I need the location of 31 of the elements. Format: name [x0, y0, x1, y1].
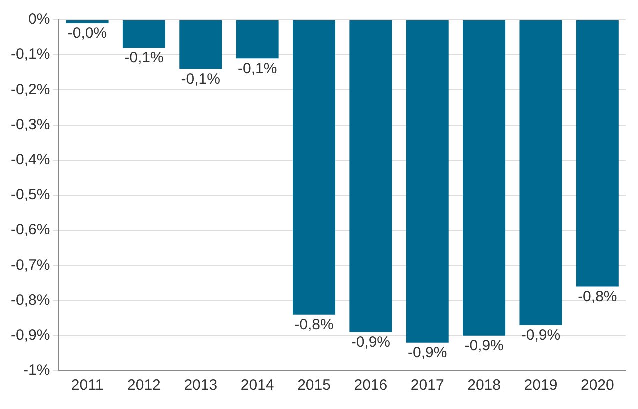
data-label: -0,8% — [578, 288, 618, 306]
x-tick-label: 2013 — [184, 377, 218, 394]
data-label: -0,1% — [124, 50, 164, 67]
y-tick-label: -0,9% — [10, 327, 50, 344]
x-tick-label: 2016 — [354, 377, 388, 394]
y-tick-label: -0,1% — [10, 46, 50, 64]
data-label: -0,1% — [181, 70, 220, 88]
x-tick-label: 2014 — [240, 377, 274, 394]
data-label: -0,1% — [238, 60, 278, 78]
y-tick-label: -0,3% — [10, 116, 50, 134]
data-label: -0,9% — [408, 344, 448, 362]
y-tick-label: -0,5% — [10, 186, 50, 204]
x-tick-label: 2019 — [524, 377, 558, 394]
x-tick-label: 2012 — [128, 377, 161, 394]
x-tick-label: 2020 — [580, 377, 614, 394]
y-tick-label: -0,2% — [10, 81, 50, 98]
y-tick-label: 0% — [28, 11, 50, 28]
data-label: -0,9% — [521, 327, 561, 344]
data-label: -0,9% — [351, 334, 391, 352]
y-tick-label: -0,7% — [10, 256, 50, 274]
data-label: -0,0% — [68, 25, 108, 42]
y-tick-label: -0,6% — [10, 222, 50, 239]
x-tick-label: 2017 — [410, 377, 444, 394]
data-label: -0,8% — [294, 316, 334, 334]
y-tick-label: -1% — [23, 362, 50, 380]
data-label: -0,9% — [464, 338, 504, 355]
x-tick-label: 2018 — [468, 377, 501, 394]
x-tick-label: 2015 — [298, 377, 331, 394]
x-tick-label: 2011 — [71, 377, 104, 394]
y-tick-label: -0,4% — [10, 152, 50, 169]
y-tick-label: -0,8% — [10, 292, 50, 309]
